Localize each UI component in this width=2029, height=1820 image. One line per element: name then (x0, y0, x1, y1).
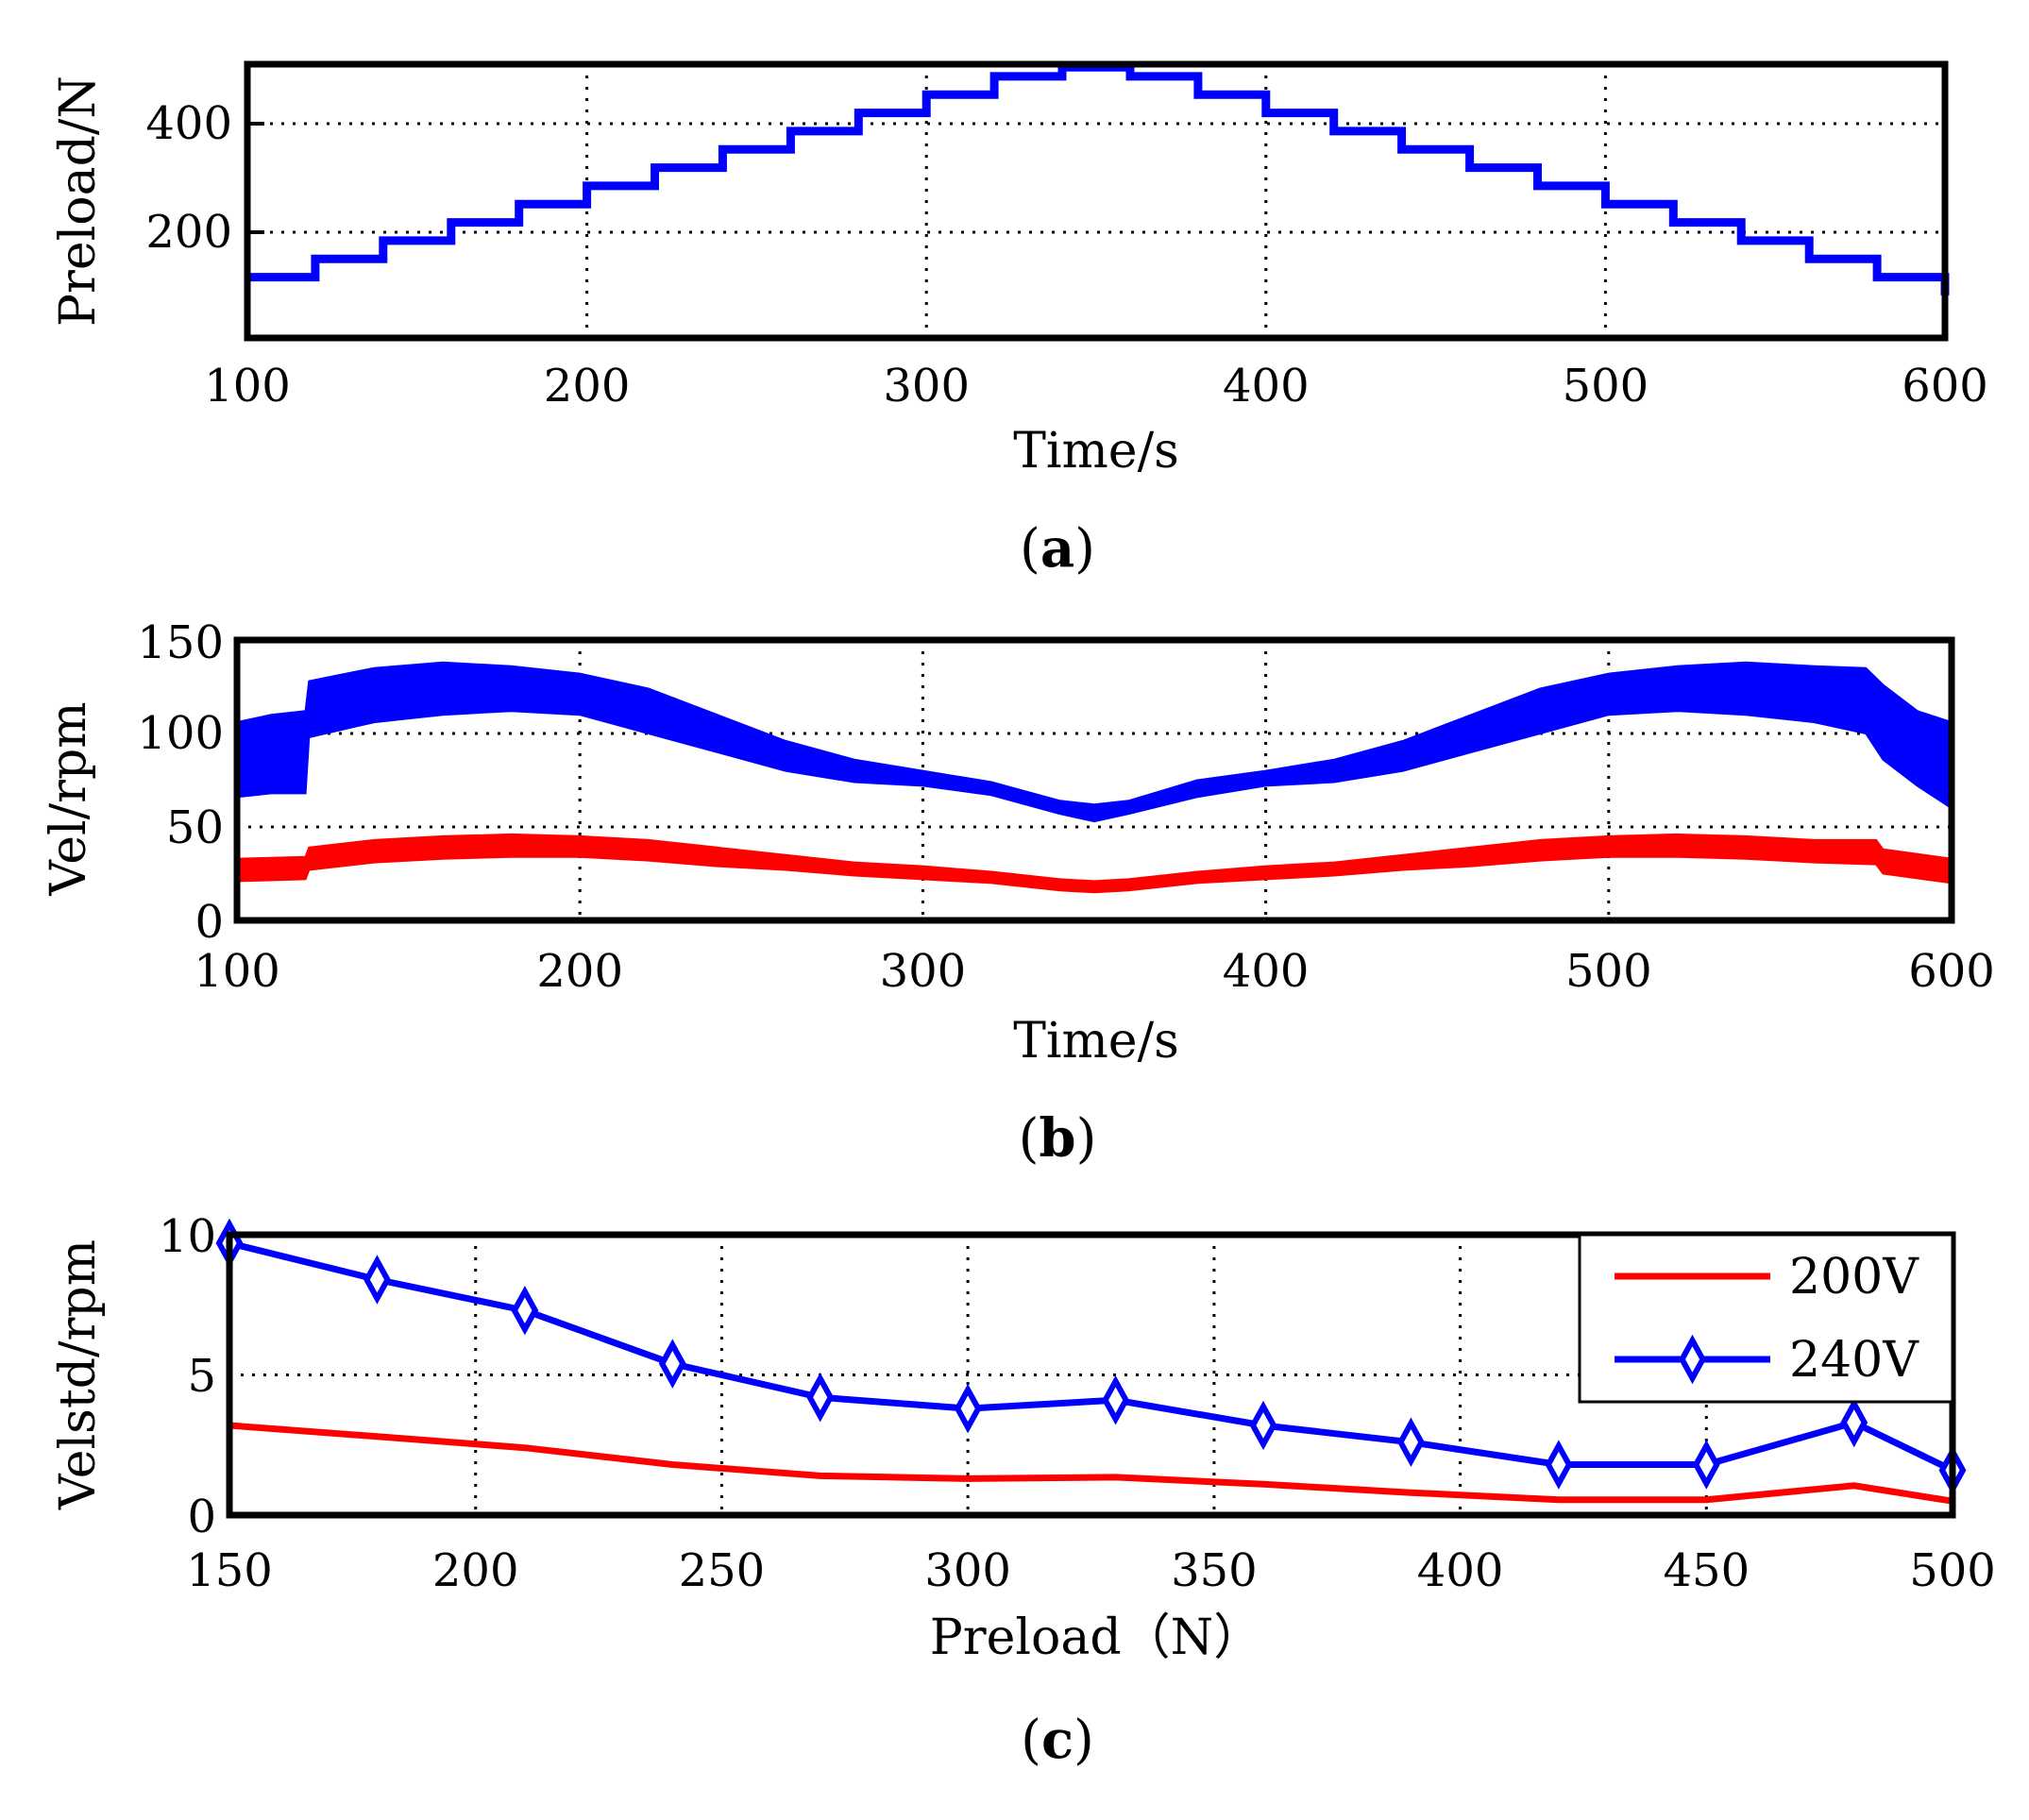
panel-c-legend: 200V 240V (1578, 1233, 1954, 1404)
panel-c-240v-marker-480 (1840, 1397, 1868, 1448)
panel-a-xtick-200: 200 (544, 360, 631, 413)
panel-c-240v-markers (215, 1218, 1967, 1495)
panel-c-240v-marker-330 (1102, 1375, 1129, 1425)
panel-c-ytick-labels: 0 5 10 (159, 1210, 216, 1543)
panel-b-ytick-50: 50 (166, 801, 224, 854)
panel-a-xtick-300: 300 (883, 360, 970, 413)
panel-a-xtick-labels: 100 200 300 400 500 600 (204, 360, 1988, 413)
panel-a-ytick-labels: 200 400 (145, 97, 232, 259)
panel-b-xtick-500: 500 (1565, 945, 1652, 998)
panel-c-xtick-450: 450 (1663, 1544, 1750, 1597)
panel-b-240v-band (236, 661, 1953, 823)
panel-a-xtick-100: 100 (204, 360, 291, 413)
panel-b-ytick-0: 0 (194, 896, 224, 949)
panel-a-plot-frame (244, 60, 1949, 342)
panel-c-240v-marker-420 (1545, 1440, 1573, 1490)
panel-b-200v-band (236, 833, 1953, 894)
panel-b: 100 200 300 400 500 600 0 50 100 150 Tim… (41, 616, 1995, 1170)
panel-c-xtick-200: 200 (432, 1544, 519, 1597)
panel-b-ytick-100: 100 (137, 707, 224, 760)
panel-a: 100 200 300 400 500 600 200 400 Time/s P… (50, 60, 1988, 580)
panel-c-240v-marker-300 (954, 1383, 982, 1434)
panel-c-caption: (c) (1021, 1709, 1094, 1771)
panel-a-xtick-400: 400 (1223, 360, 1310, 413)
panel-c-ytick-10: 10 (159, 1210, 216, 1263)
panel-b-xtick-100: 100 (194, 945, 280, 998)
panel-c-legend-box (1578, 1233, 1954, 1404)
panel-c-legend-200v-label: 200V (1789, 1249, 1919, 1306)
panel-a-ytick-400: 400 (145, 97, 232, 150)
panel-c-240v-marker-270 (806, 1373, 835, 1423)
panel-a-ytick-marks (247, 122, 264, 234)
panel-c-240v-marker-240 (658, 1339, 686, 1389)
panel-c-xtick-300: 300 (924, 1544, 1011, 1597)
panel-c-ytick-5: 5 (187, 1350, 216, 1403)
panel-b-ytick-150: 150 (137, 616, 224, 669)
panel-b-xtick-600: 600 (1908, 945, 1995, 998)
panel-a-xtick-500: 500 (1563, 360, 1649, 413)
panel-a-grid (247, 64, 1945, 338)
panel-c-200v-line (228, 1422, 1953, 1505)
panel-b-caption: (b) (1019, 1107, 1097, 1170)
panel-c-xtick-500: 500 (1909, 1544, 1996, 1597)
panel-c-xtick-400: 400 (1417, 1544, 1504, 1597)
panel-b-xtick-labels: 100 200 300 400 500 600 (194, 945, 1995, 998)
panel-b-plot-frame (233, 636, 1955, 924)
panel-a-xtick-600: 600 (1902, 360, 1988, 413)
panel-c-240v-marker-450 (1692, 1440, 1720, 1490)
panel-c-legend-240v-marker (1679, 1334, 1706, 1385)
panel-b-xtick-300: 300 (880, 945, 967, 998)
panel-c-xtick-250: 250 (679, 1544, 766, 1597)
panel-a-ylabel: Preload/N (50, 76, 107, 327)
panel-a-ytick-200: 200 (145, 206, 232, 259)
panel-c-240v-marker-360 (1249, 1400, 1277, 1451)
panel-b-xlabel: Time/s (1013, 1013, 1179, 1070)
panel-c-240v-marker-390 (1397, 1417, 1425, 1468)
panel-c-ylabel: Velstd/rpm (50, 1239, 107, 1510)
panel-c-240v-marker-180 (364, 1255, 391, 1305)
panel-b-xtick-200: 200 (536, 945, 623, 998)
panel-b-ytick-labels: 0 50 100 150 (137, 616, 224, 949)
panel-c-xlabel: Preload（N） (930, 1609, 1262, 1666)
panel-b-xtick-400: 400 (1223, 945, 1310, 998)
panel-a-preload-line (247, 62, 1950, 295)
panel-c-xtick-150: 150 (186, 1544, 273, 1597)
panel-c: 200V 240V 150 200 250 300 350 400 450 50… (50, 1210, 1996, 1771)
panel-b-ylabel: Vel/rpm (41, 701, 97, 896)
panel-c-xtick-350: 350 (1171, 1544, 1258, 1597)
panel-c-240v-marker-210 (511, 1285, 539, 1336)
panel-c-ytick-0: 0 (187, 1491, 216, 1543)
panel-a-caption: (a) (1020, 517, 1095, 580)
panel-c-legend-240v-label: 240V (1789, 1332, 1919, 1389)
panel-c-xtick-labels: 150 200 250 300 350 400 450 500 (186, 1544, 1996, 1597)
panel-a-xlabel: Time/s (1013, 423, 1179, 480)
